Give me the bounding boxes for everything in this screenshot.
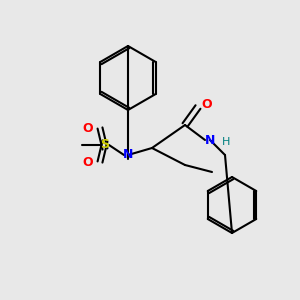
Text: O: O [201, 98, 211, 110]
Text: O: O [83, 155, 93, 169]
Text: H: H [222, 137, 230, 147]
Text: O: O [83, 122, 93, 134]
Text: N: N [123, 148, 133, 161]
Text: N: N [205, 134, 215, 146]
Text: S: S [100, 139, 109, 152]
